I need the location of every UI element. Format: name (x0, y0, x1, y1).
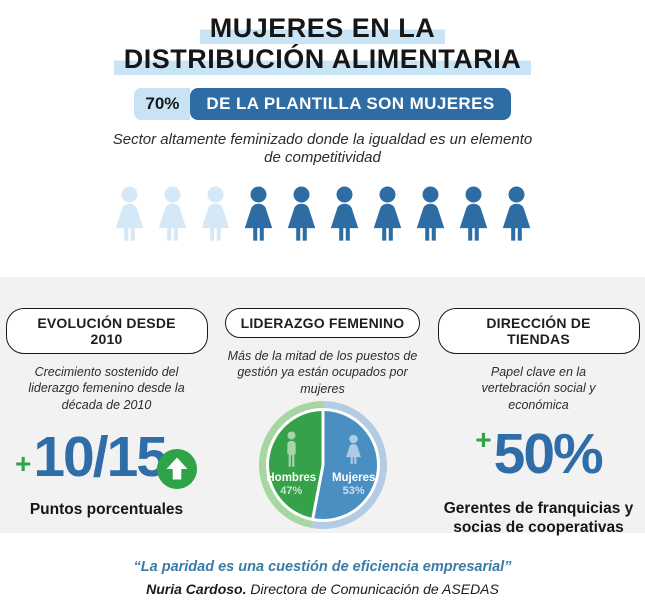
big-number-tiendas: 50% (493, 421, 604, 486)
woman-icon (153, 183, 192, 245)
pie-segment-mujeres: Mujeres 53% (324, 431, 384, 497)
page-title: MUJERES EN LA DISTRIBUCIÓN ALIMENTARIA (0, 13, 645, 75)
column-evolucion: EVOLUCIÓN DESDE 2010 Crecimiento sosteni… (5, 308, 208, 533)
pie-label-mujeres: Mujeres (331, 471, 376, 484)
title-line-1: MUJERES EN LA (199, 13, 446, 44)
title-line-2: DISTRIBUCIÓN ALIMENTARIA (113, 43, 532, 75)
woman-icon (454, 183, 493, 245)
woman-icon (325, 183, 364, 245)
pie-value-mujeres: 53% (342, 484, 365, 497)
footer: “La paridad es una cuestión de eficienci… (0, 533, 645, 604)
badge-label: DE LA PLANTILLA SON MUJERES (190, 87, 511, 120)
pill-tiendas: DIRECCIÓN DE TIENDAS (437, 308, 640, 354)
quote-attribution: Nuria Cardoso. Directora de Comunicación… (0, 581, 645, 597)
pie-segment-hombres: Hombres 47% (261, 431, 321, 497)
pill-evolucion: EVOLUCIÓN DESDE 2010 (5, 308, 208, 354)
desc-liderazgo: Más de la mitad de los puestos de gestió… (227, 349, 418, 396)
woman-icon (343, 431, 364, 468)
stats-section: EVOLUCIÓN DESDE 2010 Crecimiento sosteni… (0, 277, 645, 536)
woman-icon (196, 183, 235, 245)
quote-author-role: Directora de Comunicación de ASEDAS (246, 581, 499, 597)
column-liderazgo: LIDERAZGO FEMENINO Más de la mitad de lo… (222, 308, 424, 533)
up-arrow-icon (156, 448, 198, 489)
workforce-pictogram (0, 183, 645, 245)
pie-value-hombres: 47% (280, 484, 303, 497)
headline-stat-badge: 70% DE LA PLANTILLA SON MUJERES (0, 87, 645, 120)
desc-evolucion: Crecimiento sostenido del liderazgo feme… (28, 365, 185, 412)
woman-icon (368, 183, 407, 245)
stat-evolucion: + 10/15 (15, 424, 198, 489)
header-subtitle: Sector altamente feminizado donde la igu… (112, 130, 533, 167)
man-icon (281, 431, 302, 468)
woman-icon (239, 183, 278, 245)
desc-tiendas: Papel clave en la vertebración social y … (481, 365, 596, 412)
caption-tiendas: Gerentes de franquicias y socias de coop… (443, 499, 634, 537)
woman-icon (497, 183, 536, 245)
column-tiendas: DIRECCIÓN DE TIENDAS Papel clave en la v… (437, 308, 640, 536)
woman-icon (110, 183, 149, 245)
pill-liderazgo: LIDERAZGO FEMENINO (224, 308, 421, 338)
plus-sign: + (15, 447, 32, 479)
quote-text: “La paridad es una cuestión de eficienci… (133, 559, 512, 575)
badge-percent: 70% (134, 87, 191, 120)
woman-icon (282, 183, 321, 245)
big-number-evolucion: 10/15 (33, 424, 168, 489)
gender-pie-chart: Hombres 47% Mujeres 53% (258, 400, 388, 530)
stat-tiendas: + 50% (475, 421, 604, 486)
quote-author: Nuria Cardoso. (146, 581, 247, 597)
header: MUJERES EN LA DISTRIBUCIÓN ALIMENTARIA 7… (0, 0, 645, 277)
woman-icon (411, 183, 450, 245)
pie-label-hombres: Hombres (266, 471, 317, 484)
caption-evolucion: Puntos porcentuales (29, 500, 184, 518)
plus-sign: + (475, 423, 492, 455)
